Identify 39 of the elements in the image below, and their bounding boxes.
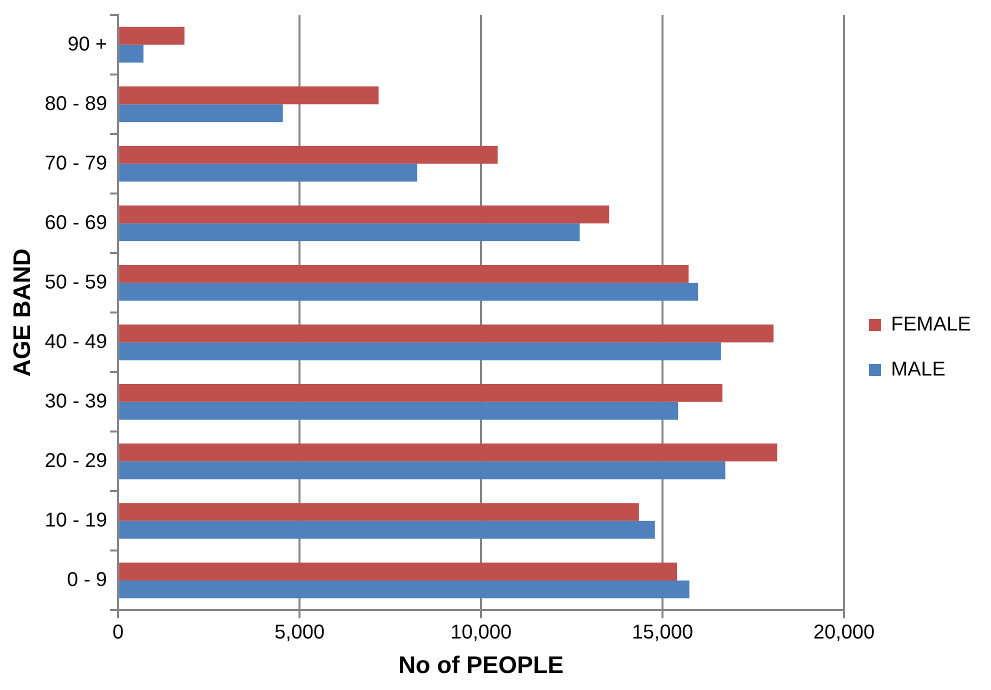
x-tick-label: 15,000 bbox=[632, 622, 694, 644]
bar bbox=[119, 146, 498, 164]
bar bbox=[119, 164, 418, 182]
bar bbox=[119, 562, 678, 580]
bar bbox=[119, 26, 184, 45]
bar bbox=[119, 342, 721, 360]
bar bbox=[119, 384, 722, 402]
bar bbox=[119, 324, 774, 342]
bar bbox=[119, 402, 678, 420]
x-tick-label: 10,000 bbox=[450, 622, 512, 644]
bar bbox=[119, 223, 580, 242]
x-axis-title: No of PEOPLE bbox=[398, 652, 564, 680]
y-tick-label: 30 - 39 bbox=[44, 390, 108, 412]
y-tick-label: 0 - 9 bbox=[67, 568, 108, 591]
bar bbox=[119, 580, 690, 598]
y-tick-label: 90 + bbox=[68, 33, 108, 56]
bar bbox=[119, 461, 726, 480]
x-tick-label: 0 bbox=[112, 622, 124, 644]
legend-label: MALE bbox=[890, 358, 946, 381]
y-tick-label: 60 - 69 bbox=[44, 212, 108, 234]
y-tick-label: 80 - 89 bbox=[44, 92, 108, 115]
y-tick-label: 10 - 19 bbox=[44, 509, 108, 532]
bar bbox=[119, 104, 283, 122]
y-tick-label: 70 - 79 bbox=[44, 152, 108, 174]
y-tick-label: 20 - 29 bbox=[44, 450, 108, 472]
x-tick-label: 5,000 bbox=[274, 622, 325, 644]
bar bbox=[119, 44, 144, 63]
bar bbox=[119, 264, 689, 283]
bar bbox=[119, 520, 655, 539]
y-axis-title: AGE BAND bbox=[9, 248, 36, 377]
legend-label: FEMALE bbox=[890, 314, 972, 336]
bar bbox=[119, 86, 379, 104]
y-tick-label: 40 - 49 bbox=[44, 330, 108, 353]
x-tick-label: 20,000 bbox=[813, 622, 875, 644]
y-tick-label: 50 - 59 bbox=[44, 271, 108, 294]
bar bbox=[119, 205, 610, 224]
bar bbox=[119, 503, 639, 521]
bar bbox=[119, 282, 698, 301]
bar bbox=[119, 444, 778, 462]
